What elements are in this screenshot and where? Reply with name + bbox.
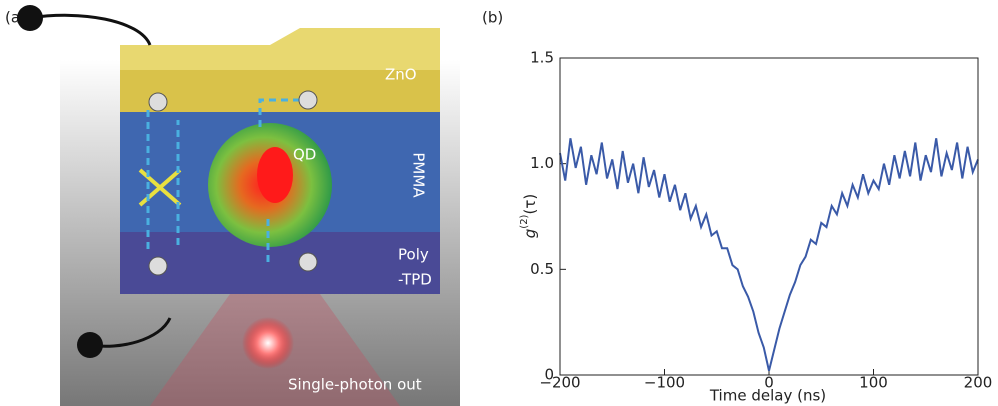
layer-label: ZnO [385, 66, 417, 84]
y-label-arg: (τ) [521, 194, 539, 215]
hole [149, 257, 167, 275]
wire [30, 15, 150, 45]
plot-frame [560, 58, 978, 375]
figure: (a) (b) ZnO PMMA Poly -TPD QD Single-pho… [0, 0, 998, 406]
terminal [17, 5, 43, 31]
qd-core [257, 147, 293, 203]
y-label-base: g [521, 229, 539, 239]
layer-label: -TPD [398, 271, 432, 289]
x-tick-label: 100 [859, 374, 888, 392]
device-schematic: ZnO PMMA Poly -TPD QD Single-photon out [17, 5, 460, 406]
y-tick-label: 0 [544, 366, 554, 384]
y-tick-label: 1.5 [530, 49, 554, 67]
qd-label: QD [293, 146, 316, 164]
y-tick-label: 1.0 [530, 154, 554, 172]
y-axis-label: g(2)(τ) [519, 194, 539, 238]
layer-label: Poly [398, 246, 429, 264]
data-line [560, 138, 978, 370]
x-tick-label: 0 [764, 374, 774, 392]
photon [242, 317, 294, 369]
electron [149, 93, 167, 111]
terminal [77, 332, 103, 358]
hole [299, 253, 317, 271]
output-label: Single-photon out [288, 376, 422, 394]
panel-label: (b) [482, 9, 503, 27]
y-label-sup: (2) [519, 214, 530, 228]
x-tick-label: −100 [644, 374, 685, 392]
electron [299, 91, 317, 109]
y-tick-label: 0.5 [530, 260, 554, 278]
x-tick-label: 200 [964, 374, 993, 392]
layer-label: PMMA [410, 152, 428, 198]
